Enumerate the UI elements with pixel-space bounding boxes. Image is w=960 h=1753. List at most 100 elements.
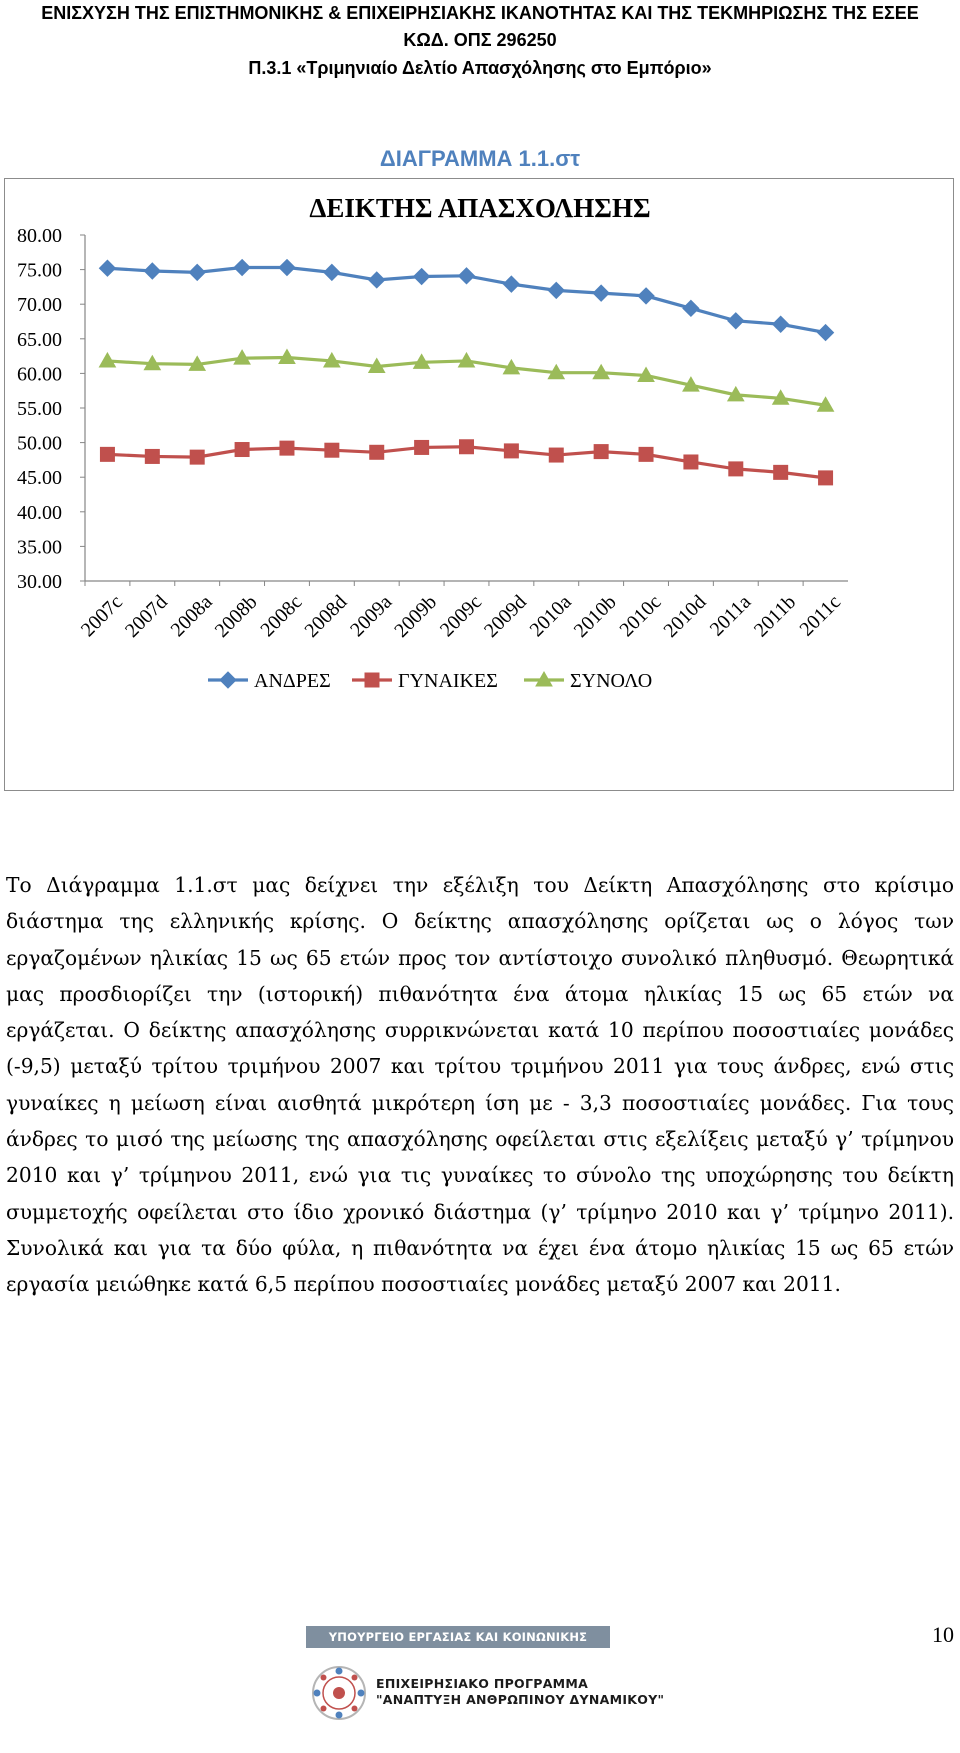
chart-title: ΔΕΙΚΤΗΣ ΑΠΑΣΧΟΛΗΣΗΣ [309, 193, 650, 223]
data-point [727, 312, 745, 330]
data-point [816, 323, 835, 342]
x-tick-label: 2009d [480, 591, 531, 642]
legend-marker [535, 670, 553, 687]
data-point [233, 258, 251, 277]
program-name: ΕΠΙΧΕΙΡΗΣΙΑΚΟ ΠΡΟΓΡΑΜΜΑ "ΑΝΑΠΤΥΞΗ ΑΝΘΡΩΠ… [376, 1676, 664, 1708]
program-emblem-icon [312, 1666, 366, 1720]
y-tick-label: 40.00 [17, 502, 62, 524]
data-point [368, 271, 386, 289]
data-point [322, 351, 341, 368]
data-point [683, 454, 699, 470]
legend-label: ΣΥΝΟΛΟ [570, 670, 652, 692]
data-point [593, 444, 609, 460]
data-point [457, 267, 476, 285]
x-tick-label: 2011c [795, 591, 845, 641]
data-point [771, 389, 790, 405]
x-tick-label: 2011a [706, 591, 756, 641]
y-tick-label: 45.00 [17, 467, 62, 489]
header-line-1: ΕΝΙΣΧΥΣΗ ΤΗΣ ΕΠΙΣΤΗΜΟΝΙΚΗΣ & ΕΠΙΧΕΙΡΗΣΙΑ… [41, 3, 919, 23]
data-point [771, 315, 790, 333]
program-line-2: "ΑΝΑΠΤΥΞΗ ΑΝΘΡΩΠΙΝΟΥ ΔΥΝΑΜΙΚΟΥ" [376, 1692, 665, 1707]
page-number: 10 [932, 1622, 954, 1647]
y-tick-label: 65.00 [17, 329, 62, 351]
data-point [143, 262, 162, 280]
data-point [233, 349, 251, 365]
x-tick-label: 2009c [436, 591, 486, 641]
y-tick-label: 80.00 [17, 225, 62, 247]
data-point [324, 442, 340, 458]
data-point [637, 287, 655, 305]
legend-label: ΓΥΝΑΙΚΕΣ [398, 670, 498, 692]
x-tick-labels: 2007c2007d2008a2008b2008c2008d2009a2009b… [77, 581, 845, 642]
data-point [548, 447, 564, 463]
data-point [278, 258, 296, 277]
data-point [414, 439, 430, 455]
data-point [412, 353, 431, 369]
data-point [728, 461, 744, 477]
data-point [682, 299, 700, 318]
data-point [457, 351, 476, 368]
y-tick-label: 70.00 [17, 294, 62, 316]
data-point [592, 284, 610, 302]
data-point [816, 396, 835, 412]
x-tick-label: 2008c [256, 591, 306, 641]
data-point [547, 281, 565, 300]
y-tick-label: 55.00 [17, 398, 62, 420]
data-point [502, 275, 521, 293]
legend-label: ΑΝΔΡΕΣ [254, 670, 331, 692]
chart-container: ΔΕΙΚΤΗΣ ΑΠΑΣΧΟΛΗΣΗΣ 80.00 75.00 70.00 65.00… [4, 178, 954, 791]
legend-marker [364, 672, 380, 688]
x-tick-label: 2010b [570, 591, 621, 642]
data-point [638, 446, 654, 462]
header-line-2: ΚΩΔ. ΟΠΣ 296250 [403, 30, 557, 50]
data-point [502, 358, 521, 375]
data-point [188, 263, 206, 282]
data-point [367, 357, 386, 373]
x-tick-label: 2010d [660, 591, 711, 642]
diagram-label: ΔΙΑΓΡΑΜΜΑ 1.1.στ [379, 146, 581, 171]
ministry-banner: ΥΠΟΥΡΓΕΙΟ ΕΡΓΑΣΙΑΣ ΚΑΙ ΚΟΙΝΩΝΙΚΗΣ ΑΣΦΑΛΙ… [306, 1626, 610, 1666]
data-point [592, 363, 611, 380]
data-point [279, 440, 295, 456]
x-tick-label: 2010c [615, 591, 665, 641]
data-point [98, 351, 117, 368]
x-tick-label: 2007c [77, 591, 127, 641]
data-point [682, 376, 700, 392]
data-point [773, 464, 789, 480]
data-point [637, 366, 655, 382]
body-paragraph: Το Διάγραμμα 1.1.στ μας δείχνει την εξέλ… [6, 873, 954, 1297]
x-tick-label: 2011b [750, 591, 800, 641]
chart-legend: ΑΝΔΡΕΣ ΓΥΝΑΙΚΕΣ ΣΥΝΟΛΟ [208, 670, 652, 692]
x-tick-label: 2008a [167, 591, 217, 641]
x-tick-label: 2010a [526, 591, 576, 641]
program-line-1: ΕΠΙΧΕΙΡΗΣΙΑΚΟ ΠΡΟΓΡΑΜΜΑ [376, 1676, 589, 1691]
data-point [99, 446, 115, 462]
data-point [323, 263, 341, 282]
y-tick-label: 60.00 [17, 363, 62, 385]
y-tick-label: 50.00 [17, 433, 62, 455]
x-tick-label: 2009a [346, 591, 396, 641]
legend-marker [219, 671, 237, 689]
header-line-3: Π.3.1 «Τριμηνιαίο Δελτίο Απασχόλησης στο… [248, 58, 712, 78]
data-point [234, 442, 250, 458]
data-point [459, 439, 474, 455]
data-point [547, 363, 566, 380]
y-tick-label: 30.00 [17, 571, 62, 593]
data-point [412, 267, 431, 286]
y-tick-label: 75.00 [17, 260, 62, 282]
data-point [144, 448, 160, 464]
data-point [189, 449, 205, 465]
data-point [188, 355, 207, 371]
data-point [278, 348, 296, 364]
x-tick-label: 2007d [121, 591, 172, 642]
data-point [818, 470, 834, 486]
data-point [726, 385, 745, 402]
data-point [503, 443, 519, 459]
employment-rate-chart: ΔΕΙΚΤΗΣ ΑΠΑΣΧΟΛΗΣΗΣ 80.00 75.00 70.00 65.00… [17, 193, 848, 692]
x-tick-label: 2009b [390, 591, 441, 642]
series-layer [98, 258, 835, 486]
x-tick-label: 2008b [211, 591, 262, 642]
data-point [98, 259, 117, 277]
y-tick-labels: 80.00 75.00 70.00 65.00 60.00 55.00 50.00 45.00… [17, 225, 85, 593]
data-point [369, 444, 385, 460]
